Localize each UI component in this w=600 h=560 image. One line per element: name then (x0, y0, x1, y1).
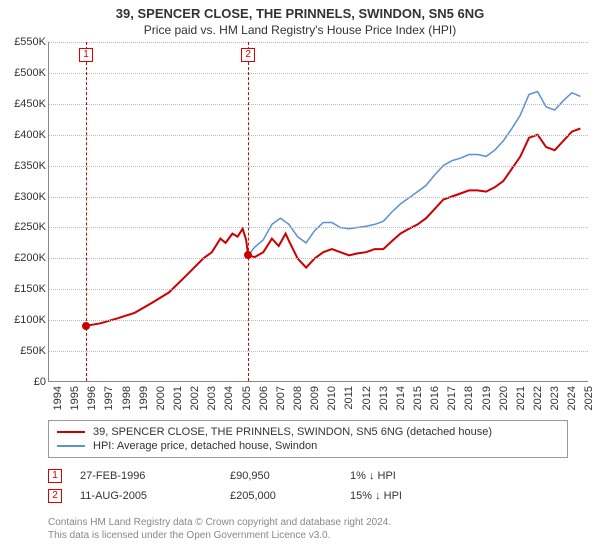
event-marker-number: 1 (79, 48, 93, 62)
y-axis-label: £550K (14, 36, 46, 48)
footer-line-1: Contains HM Land Registry data © Crown c… (48, 516, 568, 529)
event-date: 11-AUG-2005 (80, 490, 230, 502)
gridline-h (49, 289, 588, 290)
event-price: £205,000 (230, 490, 350, 502)
legend-item: 39, SPENCER CLOSE, THE PRINNELS, SWINDON… (57, 425, 559, 439)
legend-item: HPI: Average price, detached house, Swin… (57, 439, 559, 453)
y-axis-label: £300K (14, 191, 46, 203)
legend-label: 39, SPENCER CLOSE, THE PRINNELS, SWINDON… (93, 426, 492, 438)
gridline-h (49, 73, 588, 74)
legend-box: 39, SPENCER CLOSE, THE PRINNELS, SWINDON… (48, 420, 568, 458)
x-axis-label: 1996 (86, 386, 98, 410)
x-axis-label: 2024 (566, 386, 578, 410)
plot-region: 12 (48, 42, 588, 382)
event-row: 1 27-FEB-1996£90,9501% ↓ HPI (48, 466, 568, 486)
y-axis-label: £500K (14, 67, 46, 79)
x-axis-label: 2007 (275, 386, 287, 410)
gridline-h (49, 320, 588, 321)
event-marker-line (248, 42, 249, 381)
legend-label: HPI: Average price, detached house, Swin… (93, 440, 317, 452)
x-axis-label: 1995 (69, 386, 81, 410)
event-date: 27-FEB-1996 (80, 470, 230, 482)
event-marker-line (86, 42, 87, 381)
gridline-h (49, 42, 588, 43)
events-table: 1 27-FEB-1996£90,9501% ↓ HPI 2 11-AUG-2005£… (48, 466, 568, 506)
sale-marker (244, 251, 252, 259)
x-axis-label: 2012 (361, 386, 373, 410)
gridline-h (49, 104, 588, 105)
y-axis-label: £450K (14, 98, 46, 110)
x-axis-label: 2014 (395, 386, 407, 410)
footer-attribution: Contains HM Land Registry data © Crown c… (48, 516, 568, 542)
y-axis-label: £200K (14, 252, 46, 264)
event-number-box: 2 (48, 489, 62, 503)
y-axis-label: £50K (20, 345, 46, 357)
x-axis-label: 2017 (446, 386, 458, 410)
x-axis-label: 2005 (241, 386, 253, 410)
chart-subtitle: Price paid vs. HM Land Registry's House … (0, 21, 600, 43)
x-axis-label: 1994 (52, 386, 64, 410)
event-price: £90,950 (230, 470, 350, 482)
legend-swatch (57, 445, 85, 447)
footer-line-2: This data is licensed under the Open Gov… (48, 529, 568, 542)
x-axis-label: 1998 (121, 386, 133, 410)
x-axis-label: 2021 (515, 386, 527, 410)
x-axis-label: 2022 (532, 386, 544, 410)
x-axis-label: 2001 (172, 386, 184, 410)
event-row: 2 11-AUG-2005£205,00015% ↓ HPI (48, 486, 568, 506)
gridline-h (49, 197, 588, 198)
x-axis-label: 2016 (429, 386, 441, 410)
y-axis-label: £350K (14, 160, 46, 172)
y-axis-label: £250K (14, 221, 46, 233)
chart-area: 12 £0£50K£100K£150K£200K£250K£300K£350K£… (0, 42, 600, 412)
x-axis-label: 2006 (258, 386, 270, 410)
gridline-h (49, 351, 588, 352)
x-axis-label: 2004 (223, 386, 235, 410)
x-axis-label: 2018 (463, 386, 475, 410)
x-axis-label: 2011 (343, 386, 355, 410)
series-hpi (248, 92, 580, 256)
gridline-h (49, 258, 588, 259)
gridline-h (49, 166, 588, 167)
x-axis-label: 2008 (292, 386, 304, 410)
x-axis-label: 2013 (378, 386, 390, 410)
event-pct-vs-hpi: 1% ↓ HPI (350, 470, 460, 482)
gridline-h (49, 227, 588, 228)
x-axis-label: 1999 (138, 386, 150, 410)
x-axis-label: 2025 (583, 386, 595, 410)
x-axis-label: 2015 (412, 386, 424, 410)
y-axis-label: £0 (34, 376, 46, 388)
y-axis-label: £100K (14, 314, 46, 326)
x-axis-label: 2010 (326, 386, 338, 410)
line-series-svg (49, 42, 589, 382)
gridline-h (49, 135, 588, 136)
y-axis-label: £150K (14, 283, 46, 295)
event-number-box: 1 (48, 469, 62, 483)
x-axis-label: 2009 (309, 386, 321, 410)
x-axis-label: 2000 (155, 386, 167, 410)
y-axis-label: £400K (14, 129, 46, 141)
sale-marker (82, 322, 90, 330)
event-pct-vs-hpi: 15% ↓ HPI (350, 490, 460, 502)
x-axis-label: 2003 (206, 386, 218, 410)
chart-title: 39, SPENCER CLOSE, THE PRINNELS, SWINDON… (0, 0, 600, 21)
x-axis-label: 2023 (549, 386, 561, 410)
event-marker-number: 2 (241, 48, 255, 62)
x-axis-label: 2002 (189, 386, 201, 410)
x-axis-label: 1997 (103, 386, 115, 410)
x-axis-label: 2020 (498, 386, 510, 410)
x-axis-label: 2019 (481, 386, 493, 410)
legend-swatch (57, 431, 85, 433)
